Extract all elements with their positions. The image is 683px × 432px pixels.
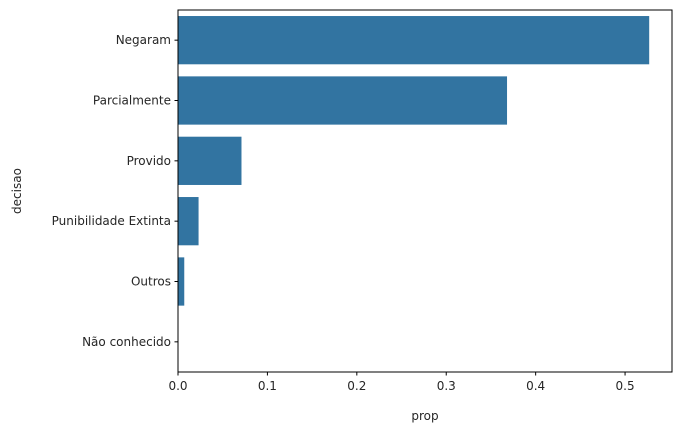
bar-1 bbox=[178, 76, 508, 125]
bar-3 bbox=[178, 197, 199, 246]
y-axis-label: decisao bbox=[10, 168, 24, 214]
y-tick-label: Provido bbox=[127, 154, 171, 168]
bars-group bbox=[178, 16, 650, 306]
x-tick-label: 0.3 bbox=[437, 379, 456, 393]
x-tick-label: 0.2 bbox=[347, 379, 366, 393]
y-tick-label: Outros bbox=[131, 275, 171, 289]
y-tick-label: Não conhecido bbox=[82, 335, 171, 349]
x-tick-label: 0.5 bbox=[616, 379, 635, 393]
y-tick-label: Punibilidade Extinta bbox=[52, 214, 171, 228]
x-axis-label: prop bbox=[411, 409, 438, 423]
x-axis: 0.0 0.1 0.2 0.3 0.4 0.5 bbox=[168, 372, 635, 393]
y-tick-label: Negaram bbox=[116, 33, 171, 47]
y-axis: Negaram Parcialmente Provido Punibilidade E… bbox=[52, 33, 178, 349]
plot-frame bbox=[177, 9, 673, 373]
x-tick-label: 0.1 bbox=[258, 379, 277, 393]
y-tick-label: Parcialmente bbox=[93, 94, 171, 108]
bar-0 bbox=[178, 16, 650, 65]
x-tick-label: 0.4 bbox=[526, 379, 545, 393]
x-tick-label: 0.0 bbox=[168, 379, 187, 393]
bar-2 bbox=[178, 136, 242, 185]
bar-4 bbox=[178, 257, 185, 306]
